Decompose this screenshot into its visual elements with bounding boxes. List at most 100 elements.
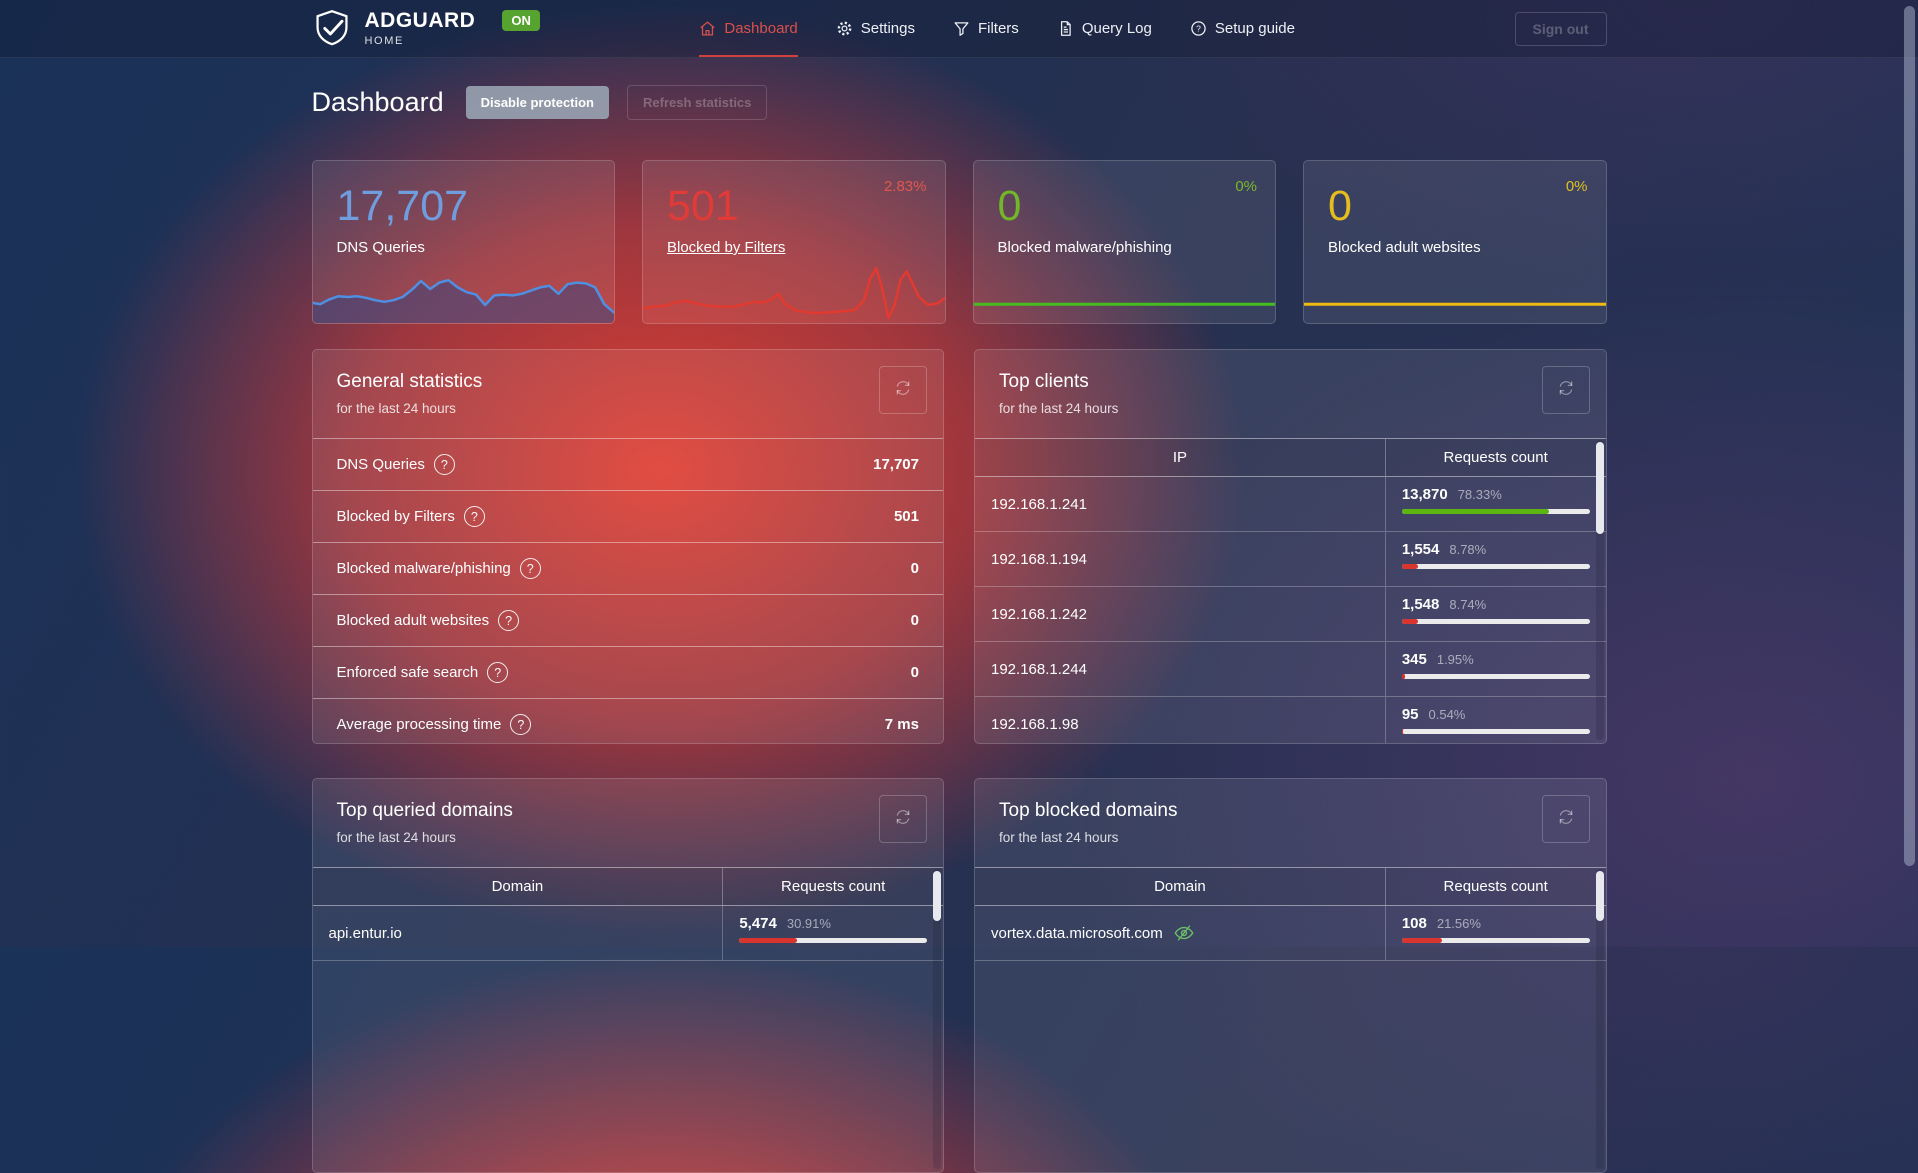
table-row: vortex.data.microsoft.com 108 21.56%	[975, 906, 1606, 961]
card-label: Blocked malware/phishing	[997, 239, 1172, 256]
refresh-statistics-button[interactable]: Refresh statistics	[627, 85, 768, 120]
nav-item-settings[interactable]: Settings	[836, 0, 915, 57]
card-blocked-by-filters: 2.83% 501 Blocked by Filters	[642, 160, 946, 324]
stat-value: 0	[910, 560, 919, 577]
requests-count: 108	[1401, 915, 1427, 932]
table-row: 192.168.1.241 13,870 78.33%	[975, 477, 1606, 532]
stat-row: Average processing time 7 ms	[312, 698, 943, 743]
stat-row: Blocked by Filters 501	[312, 490, 943, 542]
table-scrollbar	[1595, 440, 1604, 740]
blocked-by-filters-link[interactable]: Blocked by Filters	[667, 239, 786, 256]
nav-label: Dashboard	[724, 20, 798, 37]
table-row: api.entur.io 5,474 30.91%	[312, 906, 943, 961]
stat-row: Blocked malware/phishing 0	[312, 542, 943, 594]
table-scrollbar	[1595, 869, 1604, 1169]
requests-percent: 0.54%	[1428, 707, 1466, 722]
top-clients-panel: Top clients for the last 24 hours IP Req…	[974, 349, 1607, 744]
tracker-eye-off-icon[interactable]	[1173, 922, 1195, 944]
column-header-domain: Domain	[491, 878, 544, 895]
table-row: 192.168.1.194 1,554 8.78%	[975, 532, 1606, 587]
requests-count: 345	[1401, 651, 1427, 668]
svg-text:?: ?	[1196, 24, 1201, 34]
gear-icon	[836, 20, 853, 37]
table-row: 192.168.1.244 345 1.95%	[975, 642, 1606, 697]
top-navbar: ADGUARD HOME ON Dashboard	[0, 0, 1918, 58]
panel-title: Top queried domains	[336, 800, 513, 821]
requests-percent: 8.74%	[1449, 597, 1487, 612]
main-nav: Dashboard Settings Filters	[540, 0, 1515, 57]
home-icon	[699, 20, 716, 37]
client-ip: 192.168.1.244	[991, 660, 1087, 678]
refresh-panel-button[interactable]	[1541, 795, 1590, 843]
help-circle-icon[interactable]	[510, 714, 532, 735]
table-scrollbar-thumb[interactable]	[1595, 442, 1604, 534]
refresh-panel-button[interactable]	[879, 795, 927, 843]
card-blocked-adult: 0% 0 Blocked adult websites	[1303, 160, 1607, 324]
brand-name: ADGUARD	[364, 9, 476, 32]
column-header-requests: Requests count	[1384, 439, 1606, 476]
card-percent: 0%	[1565, 178, 1588, 195]
progress-bar	[1401, 674, 1590, 679]
panel-title: General statistics	[336, 371, 483, 392]
page-scrollbar-thumb[interactable]	[1904, 6, 1915, 866]
funnel-icon	[953, 20, 970, 37]
requests-percent: 1.95%	[1436, 652, 1474, 667]
help-circle-icon[interactable]	[519, 558, 541, 579]
refresh-panel-button[interactable]	[1541, 366, 1590, 414]
panel-subtitle: for the last 24 hours	[336, 401, 456, 416]
stat-label: Blocked adult websites	[336, 612, 490, 629]
refresh-icon	[895, 809, 911, 830]
sign-out-button[interactable]: Sign out	[1514, 11, 1607, 46]
client-ip: 192.168.1.241	[991, 495, 1087, 513]
stat-label: Average processing time	[336, 716, 502, 733]
help-icon: ?	[1190, 20, 1207, 37]
client-ip: 192.168.1.194	[991, 550, 1087, 568]
stat-cards-row: 17,707 DNS Queries 2.83% 501 Blocked by …	[311, 160, 1607, 324]
adguard-logo[interactable]: ADGUARD HOME ON	[312, 9, 540, 49]
requests-percent: 8.78%	[1449, 542, 1487, 557]
refresh-icon	[1558, 809, 1574, 830]
client-ip: 192.168.1.242	[991, 605, 1087, 623]
table-scrollbar-thumb[interactable]	[933, 871, 941, 921]
stat-value: 0	[910, 612, 919, 629]
stat-row: Blocked adult websites 0	[312, 594, 943, 646]
table-header: IP Requests count	[975, 438, 1606, 477]
card-value: 0	[997, 182, 1022, 230]
table-row: 192.168.1.98 95 0.54%	[975, 697, 1606, 743]
card-label: Blocked adult websites	[1328, 239, 1481, 256]
refresh-panel-button[interactable]	[879, 366, 927, 414]
progress-bar	[1401, 729, 1590, 734]
shield-check-icon	[312, 9, 352, 49]
stat-label: Blocked malware/phishing	[336, 560, 511, 577]
nav-item-dashboard[interactable]: Dashboard	[699, 0, 798, 57]
column-header-requests: Requests count	[1384, 868, 1606, 905]
progress-bar	[1401, 564, 1590, 569]
requests-percent: 21.56%	[1436, 916, 1481, 931]
document-icon	[1057, 20, 1074, 37]
table-scrollbar-thumb[interactable]	[1595, 871, 1604, 921]
column-header-domain: Domain	[1154, 878, 1206, 895]
stat-label: Blocked by Filters	[336, 508, 455, 525]
nav-item-filters[interactable]: Filters	[953, 0, 1019, 57]
disable-protection-button[interactable]: Disable protection	[465, 86, 610, 119]
stat-value: 7 ms	[884, 716, 919, 733]
progress-bar	[739, 938, 927, 943]
help-circle-icon[interactable]	[433, 454, 455, 475]
dns-queries-sparkline	[312, 278, 615, 323]
refresh-icon	[895, 380, 911, 401]
progress-bar	[1401, 619, 1590, 624]
domain-name: vortex.data.microsoft.com	[991, 924, 1163, 942]
progress-bar	[1401, 938, 1590, 943]
panel-subtitle: for the last 24 hours	[999, 830, 1119, 845]
top-blocked-domains-panel: Top blocked domains for the last 24 hour…	[974, 778, 1607, 1173]
nav-item-query-log[interactable]: Query Log	[1057, 0, 1152, 57]
nav-item-setup-guide[interactable]: ? Setup guide	[1190, 0, 1295, 57]
help-circle-icon[interactable]	[463, 506, 485, 527]
help-circle-icon[interactable]	[487, 662, 509, 683]
table-scrollbar	[933, 869, 941, 1169]
page-scrollbar	[1900, 0, 1918, 947]
help-circle-icon[interactable]	[498, 610, 520, 631]
requests-percent: 30.91%	[786, 916, 831, 931]
blocked-filters-sparkline	[642, 266, 945, 323]
stat-value: 17,707	[873, 456, 919, 473]
